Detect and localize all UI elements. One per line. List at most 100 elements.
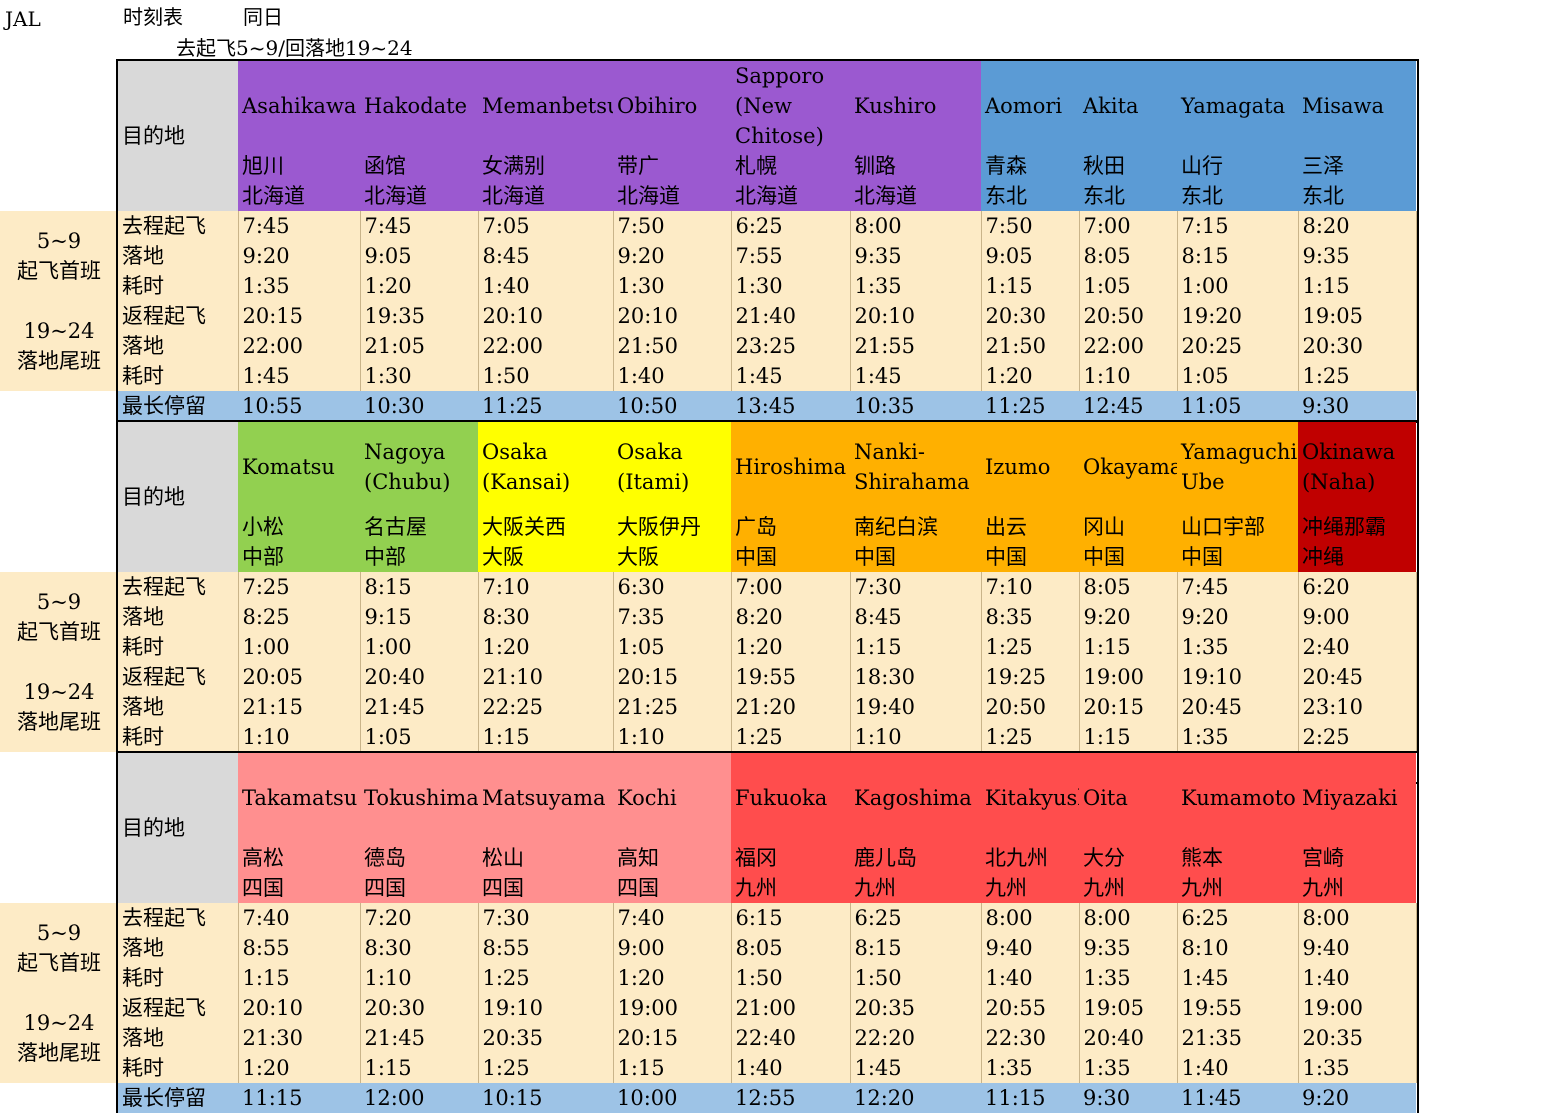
time-cell: 1:25 (981, 722, 1080, 752)
time-cell: 1:20 (360, 271, 479, 301)
time-cell: 21:40 (731, 301, 851, 331)
row-label: 落地 (118, 933, 239, 963)
destination-name-en: Sapporo (New Chitose) (735, 64, 825, 148)
max-stay-cell: 13:45 (731, 391, 850, 421)
time-range-evening-desc: 落地尾班 (17, 1041, 101, 1065)
destination-name-cn: 青森 (985, 154, 1027, 178)
destination-region: 北海道 (854, 184, 917, 208)
destination-region: 北海道 (617, 184, 680, 208)
destination-header: Okayama 冈山 中国 (1079, 422, 1177, 572)
destination-header: Sapporo (New Chitose) 札幌 北海道 (731, 61, 850, 211)
time-cell: 20:25 (1177, 331, 1299, 361)
time-cell: 8:00 (1079, 903, 1178, 933)
destination-name-cn: 出云 (985, 515, 1027, 539)
time-cell: 1:10 (238, 722, 361, 752)
destination-name-cn: 北九州 (985, 846, 1048, 870)
destination-name-cn: 带广 (617, 154, 659, 178)
destination-name-cn: 女满别 (482, 154, 545, 178)
row-label: 耗时 (118, 1053, 239, 1083)
time-cell: 1:00 (238, 632, 361, 662)
destination-header: Kushiro 钏路 北海道 (850, 61, 981, 211)
schedule-table: 目的地 Takamatsu 高松 四国 Tokushima 德岛 四国 Matsuyama 松山… (116, 751, 1419, 1113)
time-cell: 9:35 (1298, 241, 1417, 271)
time-cell: 1:35 (1177, 632, 1299, 662)
time-cell: 8:20 (731, 602, 851, 632)
time-cell: 22:30 (981, 1023, 1080, 1053)
destination-header: Hiroshima 广岛 中国 (731, 422, 850, 572)
time-cell: 1:40 (613, 361, 732, 391)
time-cell: 8:10 (1177, 933, 1299, 963)
destination-header: Memanbetsu 女满别 北海道 (478, 61, 613, 211)
time-cell: 1:15 (238, 963, 361, 993)
table-row: 落地 21:15 21:45 22:25 21:25 21:20 19:40 20:50 20:… (118, 692, 1417, 722)
time-cell: 1:40 (478, 271, 614, 301)
time-cell: 20:30 (981, 301, 1080, 331)
max-stay-cell: 10:30 (360, 391, 478, 421)
time-cell: 22:00 (1079, 331, 1178, 361)
time-cell: 20:35 (1298, 1023, 1417, 1053)
time-cell: 23:10 (1298, 692, 1417, 722)
destination-region: 大阪 (617, 545, 659, 569)
destination-name-cn: 山口宇部 (1181, 515, 1265, 539)
time-cell: 1:10 (360, 963, 479, 993)
time-range-morning: 5~9 (36, 229, 82, 253)
max-stay-label: 最长停留 (118, 391, 238, 421)
destination-region: 中部 (242, 545, 284, 569)
time-cell: 1:30 (360, 361, 479, 391)
row-label: 落地 (118, 1023, 239, 1053)
time-cell: 21:25 (613, 692, 732, 722)
destination-region: 中国 (985, 545, 1027, 569)
destination-region: 中国 (1181, 545, 1223, 569)
max-stay-cell: 12:20 (850, 1083, 981, 1113)
time-cell: 1:40 (1177, 1053, 1299, 1083)
destination-name-en: Tokushima (364, 786, 478, 810)
time-cell: 1:15 (981, 271, 1080, 301)
time-cell: 7:10 (478, 572, 614, 602)
time-cell: 20:10 (478, 301, 614, 331)
time-cell: 1:25 (1298, 361, 1417, 391)
time-cell: 18:30 (850, 662, 982, 692)
max-stay-cell: 12:00 (360, 1083, 478, 1113)
destination-name-en: Hiroshima (735, 455, 847, 479)
row-label: 耗时 (118, 361, 239, 391)
time-cell: 1:15 (360, 1053, 479, 1083)
table-row: 耗时 1:15 1:10 1:25 1:20 1:50 1:50 1:40 1:35 1:45 1:… (118, 963, 1417, 993)
time-cell: 1:20 (238, 1053, 361, 1083)
destination-region: 北海道 (242, 184, 305, 208)
destination-name-en: Obihiro (617, 94, 698, 118)
time-cell: 1:15 (1079, 632, 1178, 662)
max-stay-cell: 11:05 (1177, 391, 1298, 421)
table-row: 落地 9:20 9:05 8:45 9:20 7:55 9:35 9:05 8:05 8:15 9:… (118, 241, 1417, 271)
destination-region: 四国 (482, 876, 524, 900)
time-cell: 1:10 (1079, 361, 1178, 391)
time-cell: 1:50 (850, 963, 982, 993)
destination-name-en: Kochi (617, 786, 677, 810)
time-cell: 19:40 (850, 692, 982, 722)
time-cell: 1:45 (1177, 963, 1299, 993)
time-cell: 8:30 (478, 602, 614, 632)
destination-name-en: Matsuyama (482, 786, 606, 810)
max-stay-cell: 9:20 (1298, 1083, 1416, 1113)
destination-name-cn: 熊本 (1181, 846, 1223, 870)
max-stay-cell: 11:45 (1177, 1083, 1298, 1113)
time-cell: 1:05 (1177, 361, 1299, 391)
destination-region: 九州 (854, 876, 896, 900)
destination-name-en: Komatsu (242, 455, 335, 479)
destination-region: 九州 (735, 876, 777, 900)
time-cell: 22:25 (478, 692, 614, 722)
destination-name-cn: 大阪关西 (482, 515, 566, 539)
time-cell: 19:00 (1079, 662, 1178, 692)
time-cell: 2:25 (1298, 722, 1417, 752)
time-cell: 8:55 (238, 933, 361, 963)
destination-name-en: Akita (1083, 94, 1139, 118)
destination-header: Komatsu 小松 中部 (238, 422, 360, 572)
destination-name-en: Okayama (1083, 455, 1177, 479)
time-cell: 7:40 (613, 903, 732, 933)
time-cell: 9:35 (1079, 933, 1178, 963)
time-cell: 7:40 (238, 903, 361, 933)
time-cell: 7:50 (981, 211, 1080, 241)
time-cell: 7:30 (478, 903, 614, 933)
time-cell: 8:15 (850, 933, 982, 963)
time-cell: 8:05 (1079, 241, 1178, 271)
